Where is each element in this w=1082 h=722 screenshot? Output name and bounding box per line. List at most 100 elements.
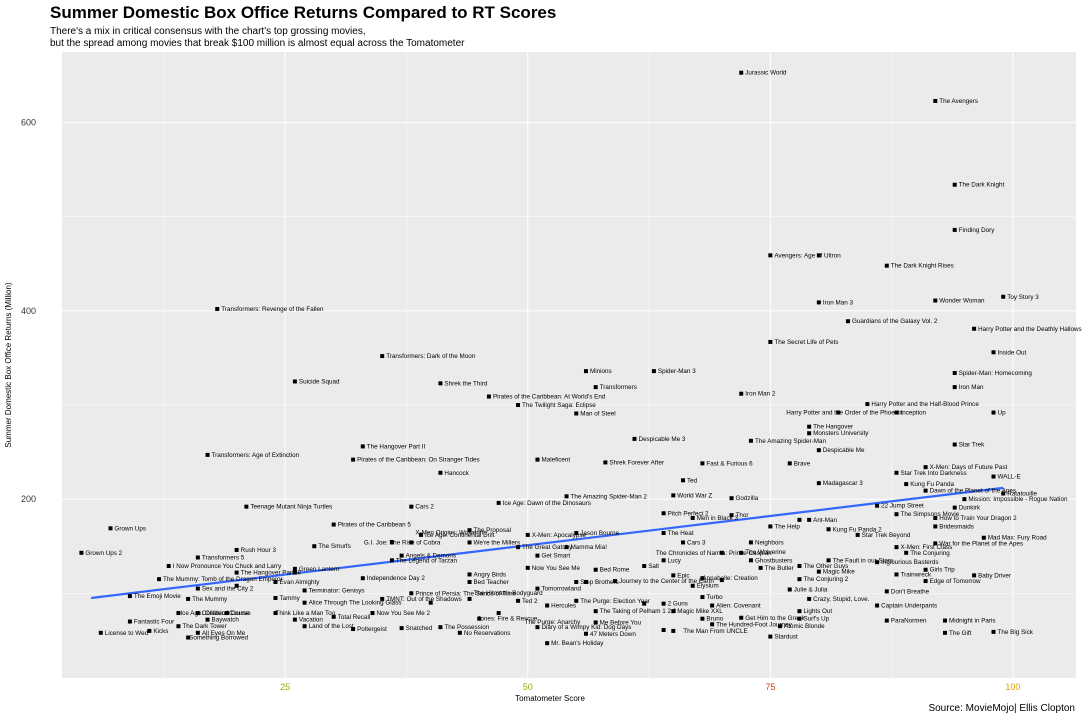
- data-point: [477, 616, 482, 621]
- data-point: [360, 576, 365, 581]
- data-point: [855, 532, 860, 537]
- data-point: [739, 615, 744, 620]
- x-axis-title: Tomatometer Score: [515, 694, 585, 703]
- data-point: [768, 339, 773, 344]
- data-point: [943, 630, 948, 635]
- data-point-label: Lights Out: [803, 608, 832, 615]
- data-point-label: The Dark Knight: [959, 182, 1005, 189]
- data-point: [516, 403, 521, 408]
- data-point: [816, 569, 821, 574]
- data-point: [166, 563, 171, 568]
- data-point-label: Salt: [648, 563, 659, 570]
- data-point: [923, 488, 928, 493]
- data-point: [991, 410, 996, 415]
- data-point: [438, 381, 443, 386]
- trend-line: [90, 486, 1004, 600]
- data-point: [797, 517, 802, 522]
- data-point-label: Maleficent: [541, 457, 570, 464]
- y-axis-ticks: 200 400 600: [21, 118, 36, 505]
- data-point-label: X-Men: Days of Future Past: [930, 464, 1008, 471]
- data-point: [389, 558, 394, 563]
- data-point: [273, 611, 278, 616]
- subtitle-line: There's a mix in critical consensus with…: [50, 26, 366, 37]
- data-point: [195, 630, 200, 635]
- data-point-label: Hercules: [551, 603, 576, 610]
- data-point: [535, 457, 540, 462]
- data-point-label: Star Trek Into Darkness: [900, 470, 966, 477]
- data-point: [700, 616, 705, 621]
- data-point: [457, 630, 462, 635]
- data-point: [603, 460, 608, 465]
- data-point-label: I Now Pronounce You Chuck and Larry: [173, 563, 282, 570]
- data-point-label: Alien: Covenant: [716, 603, 761, 610]
- data-point-label: Transformers: Age of Extinction: [212, 452, 300, 459]
- data-point-label: Ratatouille: [1007, 490, 1037, 497]
- data-point: [195, 555, 200, 560]
- data-point-label: The Avengers: [939, 98, 978, 105]
- data-point: [875, 560, 880, 565]
- data-point-label: Trainwreck: [900, 571, 931, 578]
- data-point: [661, 601, 666, 606]
- data-point: [807, 431, 812, 436]
- data-point: [399, 553, 404, 558]
- data-point: [700, 595, 705, 600]
- data-point: [894, 512, 899, 517]
- data-point: [496, 500, 501, 505]
- data-point: [545, 641, 550, 646]
- data-point: [923, 567, 928, 572]
- data-point-label: Snatched: [406, 625, 433, 632]
- data-point-label: Elysium: [697, 583, 719, 590]
- data-point: [380, 596, 385, 601]
- data-point: [719, 578, 724, 583]
- data-point: [419, 532, 424, 537]
- data-point-label: The Chronicles of Narnia: Prince Caspian: [656, 550, 772, 557]
- data-point: [952, 505, 957, 510]
- data-point-label: The Hitman's Bodyguard: [474, 590, 544, 597]
- data-point-label: The Simpsons Movie: [900, 511, 959, 518]
- data-point: [147, 628, 152, 633]
- data-point: [758, 565, 763, 570]
- data-point-label: Harry Potter and the Order of the Phoeni…: [786, 410, 903, 417]
- data-point: [962, 497, 967, 502]
- data-point: [583, 631, 588, 636]
- data-point: [933, 98, 938, 103]
- data-point: [351, 457, 356, 462]
- data-point-label: Minions: [590, 368, 612, 375]
- data-point: [797, 609, 802, 614]
- grid-lines: [62, 52, 1076, 678]
- data-point: [826, 527, 831, 532]
- data-point: [157, 577, 162, 582]
- data-point-label: Ice Age: Collision Course: [180, 610, 251, 617]
- data-point-label: Kung Fu Panda: [910, 481, 954, 488]
- data-point: [748, 558, 753, 563]
- data-point-label: Star Trek: [959, 442, 985, 449]
- data-point-label: The Butler: [765, 565, 794, 572]
- data-point: [671, 493, 676, 498]
- trend-line-group: [90, 486, 1004, 600]
- data-point-label: Transformers: Dark of the Moon: [386, 353, 475, 360]
- data-point-label: Edge of Tomorrow: [930, 578, 981, 585]
- data-point-label: Inglourious Basterds: [881, 559, 938, 566]
- data-point-label: Course: [229, 610, 250, 617]
- data-point: [234, 583, 239, 588]
- data-point: [380, 354, 385, 359]
- data-point: [312, 544, 317, 549]
- data-point: [525, 532, 530, 537]
- data-point: [787, 461, 792, 466]
- data-point: [768, 634, 773, 639]
- data-point-label: Dunkirk: [959, 505, 981, 512]
- x-axis-ticks: 25 50 75 100: [280, 682, 1020, 692]
- data-point-label: The Possession: [444, 624, 489, 631]
- data-point: [972, 573, 977, 578]
- data-point: [865, 402, 870, 407]
- data-point-label: Iron Man 3: [823, 299, 854, 306]
- data-point-label: The Emoji Movie: [134, 593, 181, 600]
- data-point: [894, 572, 899, 577]
- data-point-label: Baywatch: [212, 617, 240, 624]
- data-point-label: Pirates of the Caribbean: At World's End: [493, 394, 606, 401]
- data-point-label: Total Recall: [338, 614, 371, 621]
- data-point: [952, 442, 957, 447]
- data-point: [389, 540, 394, 545]
- data-point: [671, 609, 676, 614]
- data-point: [593, 609, 598, 614]
